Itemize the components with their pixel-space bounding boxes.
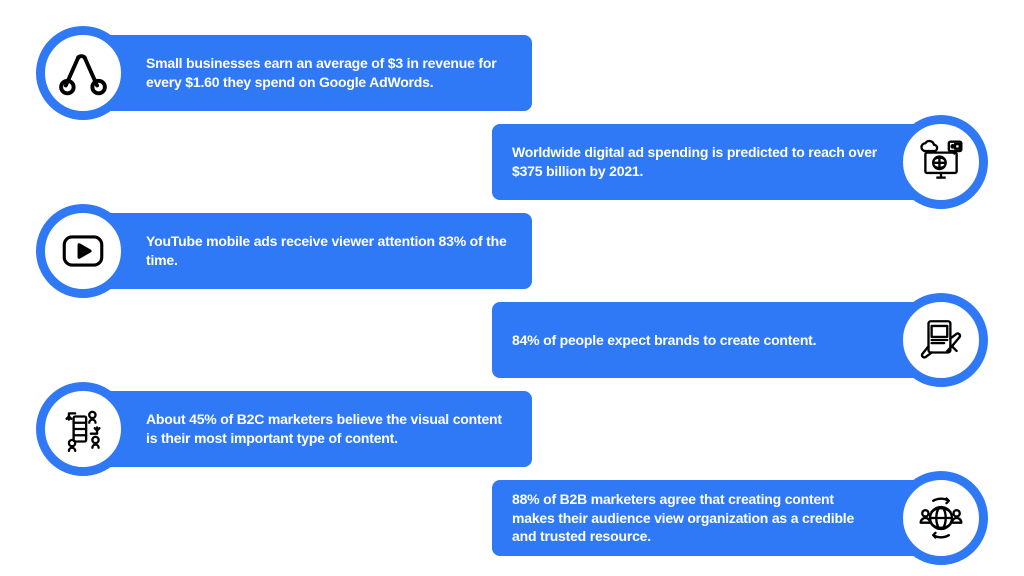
stat-text-1: Small businesses earn an average of $3 i… (102, 35, 532, 111)
visual-content-icon (36, 382, 130, 476)
stat-row-1: Small businesses earn an average of $3 i… (36, 26, 532, 120)
stat-text-5: About 45% of B2C marketers believe the v… (102, 391, 532, 467)
youtube-icon (36, 204, 130, 298)
digital-ad-cloud-icon (894, 115, 988, 209)
stat-text-6: 88% of B2B marketers agree that creating… (492, 480, 922, 556)
stat-row-2: Worldwide digital ad spending is predict… (492, 115, 988, 209)
stat-text-2: Worldwide digital ad spending is predict… (492, 124, 922, 200)
stat-text-4: 84% of people expect brands to create co… (492, 302, 922, 378)
stat-row-3: YouTube mobile ads receive viewer attent… (36, 204, 532, 298)
google-ads-icon (36, 26, 130, 120)
tablet-hands-icon (894, 293, 988, 387)
globe-people-icon (894, 471, 988, 565)
stat-row-4: 84% of people expect brands to create co… (492, 293, 988, 387)
stat-text-3: YouTube mobile ads receive viewer attent… (102, 213, 532, 289)
stat-row-5: About 45% of B2C marketers believe the v… (36, 382, 532, 476)
stat-row-6: 88% of B2B marketers agree that creating… (492, 471, 988, 565)
